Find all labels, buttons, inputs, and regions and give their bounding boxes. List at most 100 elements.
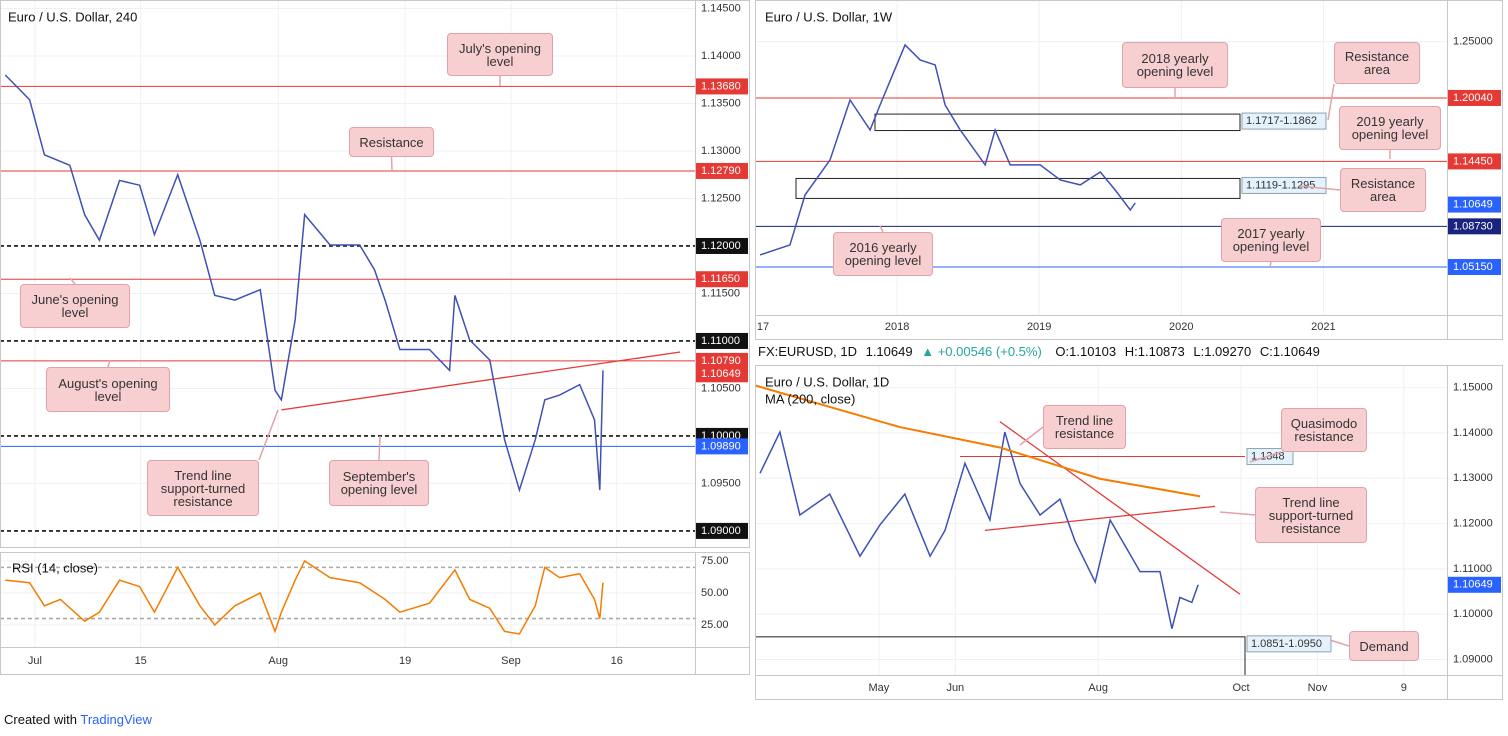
y-tick-label: 1.14500: [701, 2, 741, 14]
tag-bg: [1246, 448, 1294, 466]
y-tick-label: 1.11500: [701, 287, 740, 299]
y-tick-label: 1.13000: [1453, 472, 1493, 484]
zone-label: 1.0851-1.0950: [1251, 638, 1322, 650]
level-label: 1.10649: [701, 368, 741, 380]
panel-border: [0, 0, 750, 548]
zone-label-bg: [1241, 112, 1327, 130]
created-with: Created with: [4, 712, 77, 727]
x-tick-label: Jun: [946, 682, 964, 694]
level-label: 1.11000: [701, 335, 740, 347]
level-label-bg: [1448, 258, 1501, 275]
y-tick-label: 1.14000: [1453, 427, 1493, 439]
annotation: June's opening level: [20, 284, 130, 328]
level-label-bg: [696, 78, 748, 95]
y-tick-label: 1.10000: [1453, 608, 1493, 620]
price-line: [759, 429, 1199, 629]
y-tick-label: 1.12500: [701, 192, 741, 204]
x-tick-label: 2020: [1169, 321, 1193, 333]
zone: [795, 177, 1241, 199]
level-label-bg: [1448, 576, 1501, 593]
level-label-bg: [696, 366, 748, 383]
zone-label: 1.1119-1.1295: [1246, 179, 1315, 191]
panel-border: [755, 365, 1503, 700]
trend-line: [999, 421, 1241, 595]
x-tick-label: 19: [399, 655, 411, 667]
y-tick-label: 1.14000: [701, 50, 741, 62]
plot: [755, 0, 1447, 315]
level-label: 1.12790: [701, 165, 741, 177]
x-tick-label: Nov: [1308, 682, 1328, 694]
y-tick-label: 1.11000: [1453, 563, 1492, 575]
level-label: 1.10649: [1453, 579, 1493, 591]
zone: [755, 636, 1246, 675]
price-line: [4, 74, 604, 493]
annotation-pointer: [390, 156, 393, 171]
level-label: 1.13680: [701, 80, 741, 92]
annotation: September's opening level: [329, 460, 429, 506]
chart-title: RSI (14, close): [12, 560, 98, 575]
x-tick-label: 16: [611, 655, 623, 667]
level-label: 1.14450: [1453, 155, 1493, 167]
level-label: 1.10649: [1453, 198, 1493, 210]
annotation: Demand: [1349, 631, 1419, 661]
x-tick-label: 2018: [885, 321, 909, 333]
y-tick-label: 1.09000: [1453, 653, 1493, 665]
annotation-pointer: [1299, 185, 1341, 191]
level-label: 1.11650: [701, 273, 740, 285]
annotation: Resistance area: [1340, 168, 1426, 212]
symbol: FX:EURUSD, 1D: [758, 344, 857, 359]
level-label-bg: [696, 162, 748, 179]
level-label-bg: [1448, 89, 1501, 106]
high: H:1.10873: [1124, 344, 1185, 359]
annotation-pointer: [1327, 83, 1335, 121]
annotation: Resistance: [349, 127, 434, 157]
annotation-pointer: [879, 225, 884, 233]
x-tick-label: Jul: [28, 655, 42, 667]
level-label-bg: [696, 237, 748, 254]
panel-border: [0, 552, 750, 675]
y-tick-label: 1.13500: [701, 97, 741, 109]
level-label: 1.10790: [701, 355, 741, 367]
annotation: 2019 yearly opening level: [1339, 106, 1441, 150]
annotation: July's opening level: [447, 33, 553, 76]
annotation: Quasimodo resistance: [1281, 408, 1367, 452]
level-label-bg: [696, 438, 748, 455]
price-line: [759, 43, 1136, 256]
x-tick-label: May: [869, 682, 890, 694]
x-tick-label: 9: [1401, 682, 1407, 694]
annotation-pointer: [1249, 451, 1282, 463]
x-tick-label: 15: [135, 655, 147, 667]
y-tick-label: 1.12000: [1453, 517, 1493, 529]
brand[interactable]: TradingView: [80, 712, 152, 727]
footer: Created with TradingView: [4, 712, 152, 727]
level-label: 1.09000: [701, 525, 741, 537]
x-tick-label: 2021: [1311, 321, 1335, 333]
change-value: +0.00546 (+0.5%): [937, 344, 1042, 359]
legend-entry: MA (200, close): [765, 391, 855, 406]
level-label-bg: [696, 271, 748, 288]
annotation-pointer: [107, 359, 111, 368]
y-tick-label: 1.25000: [1453, 36, 1493, 48]
annotation-pointer: [258, 409, 279, 461]
annotation-pointer: [69, 277, 76, 285]
level-label: 1.09890: [701, 440, 741, 452]
level-label-bg: [696, 332, 748, 349]
y-tick-label: 75.00: [701, 555, 729, 567]
panel-border: [755, 0, 1503, 340]
open: O:1.10103: [1055, 344, 1117, 359]
last-price: 1.10649: [865, 344, 913, 359]
symbol-header: FX:EURUSD, 1D 1.10649 ▲ +0.00546 (+0.5%)…: [758, 344, 1325, 359]
level-label: 1.20040: [1453, 92, 1493, 104]
annotation: Resistance area: [1334, 42, 1420, 84]
x-tick-label: Aug: [1088, 682, 1108, 694]
annotation-pointer: [1269, 261, 1272, 268]
annotation-pointer: [1219, 511, 1256, 516]
level-label: 1.12000: [701, 240, 741, 252]
annotation: 2018 yearly opening level: [1122, 42, 1228, 88]
x-tick-label: Sep: [501, 655, 521, 667]
x-tick-label: 2019: [1027, 321, 1051, 333]
level-label-bg: [1448, 153, 1501, 170]
level-label-bg: [1448, 196, 1501, 213]
